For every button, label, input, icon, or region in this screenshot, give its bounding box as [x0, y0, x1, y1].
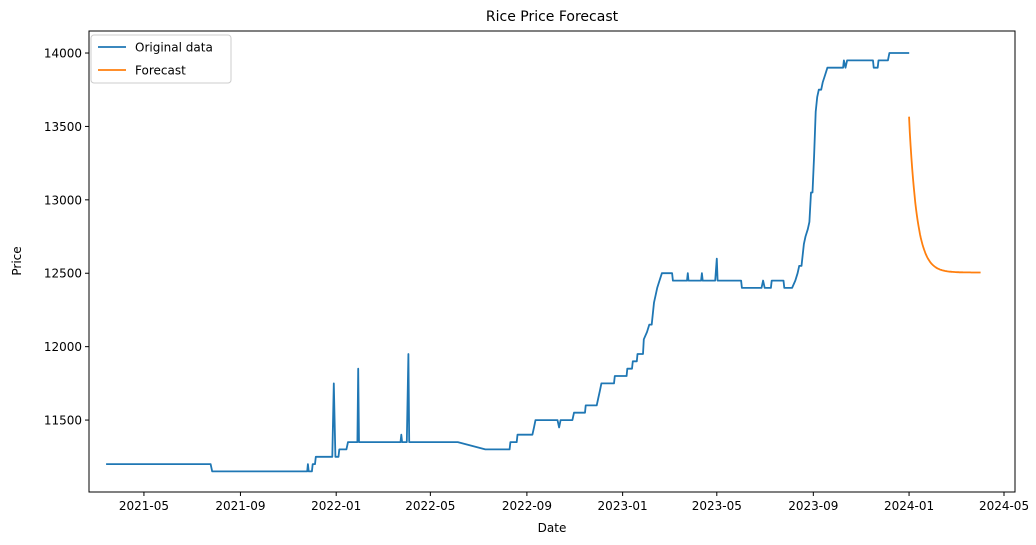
x-tick-label: 2021-09 — [215, 499, 265, 513]
x-tick-label: 2024-01 — [884, 499, 934, 513]
legend-label-forecast: Forecast — [135, 64, 186, 78]
x-tick-label: 2022-09 — [502, 499, 552, 513]
y-tick-label: 14000 — [44, 47, 82, 61]
x-tick-label: 2022-01 — [311, 499, 361, 513]
x-tick-label: 2023-01 — [598, 499, 648, 513]
x-tick-label: 2024-05 — [979, 499, 1029, 513]
series-line-original-data — [106, 52, 910, 473]
x-tick-label: 2023-05 — [692, 499, 742, 513]
y-tick-label: 11500 — [44, 414, 82, 428]
series-line-forecast — [908, 116, 981, 274]
y-tick-label: 12000 — [44, 340, 82, 354]
series-layer — [106, 52, 981, 473]
x-axis-label: Date — [538, 521, 567, 535]
x-tick-label: 2023-09 — [788, 499, 838, 513]
legend: Original data Forecast — [90, 34, 232, 84]
x-tick-label: 2022-05 — [405, 499, 455, 513]
x-axis-ticks: 2021-05 2021-09 2022-01 2022-05 2022-09 2023-… — [119, 492, 1029, 513]
legend-label-original: Original data — [135, 41, 213, 55]
plot-frame — [88, 30, 1016, 493]
y-axis-ticks: 11500 12000 12500 13000 13500 14000 — [44, 47, 89, 428]
y-tick-label: 13000 — [44, 193, 82, 207]
chart-title: Rice Price Forecast — [486, 9, 619, 25]
plot-area — [89, 31, 1015, 492]
x-tick-label: 2021-05 — [119, 499, 169, 513]
y-axis-label: Price — [10, 246, 24, 275]
y-tick-label: 13500 — [44, 120, 82, 134]
y-tick-label: 12500 — [44, 267, 82, 281]
